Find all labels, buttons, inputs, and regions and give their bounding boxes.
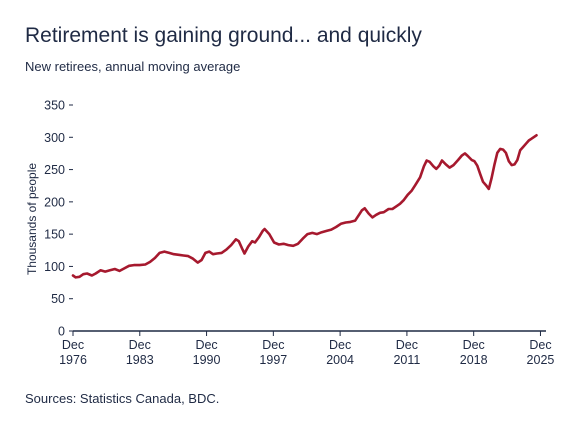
source-note: Sources: Statistics Canada, BDC.	[25, 391, 220, 406]
x-tick-label: 1983	[126, 353, 154, 367]
x-tick-label: Dec	[195, 338, 217, 352]
y-tick-label: 0	[58, 325, 65, 339]
x-tick-label: 2018	[460, 353, 488, 367]
x-tick-label: Dec	[62, 338, 84, 352]
x-tick-label: Dec	[329, 338, 351, 352]
x-tick-label: Dec	[396, 338, 418, 352]
x-tick-label: Dec	[529, 338, 551, 352]
x-tick-label: 2004	[326, 353, 354, 367]
x-tick-label: 2011	[393, 353, 420, 367]
chart-subtitle: New retirees, annual moving average	[25, 59, 241, 74]
series-layer	[71, 134, 538, 279]
y-tick-label: 50	[51, 292, 65, 306]
y-tick-label: 200	[44, 195, 65, 209]
x-tick-label: 2025	[527, 353, 555, 367]
y-tick-label: 300	[44, 131, 65, 145]
x-tick-label: 1990	[193, 353, 221, 367]
y-tick-label: 100	[44, 260, 65, 274]
y-tick-label: 150	[44, 228, 65, 242]
y-tick-label: 250	[44, 163, 65, 177]
x-tick-label: 1976	[59, 353, 87, 367]
chart-title: Retirement is gaining ground... and quic…	[25, 24, 422, 47]
series-line	[71, 134, 538, 279]
x-tick-label: Dec	[129, 338, 151, 352]
y-axis: 0 50 100 150 200 250 300 350	[44, 99, 73, 339]
x-tick-label: Dec	[262, 338, 284, 352]
y-tick-label: 350	[44, 99, 65, 113]
x-axis: Dec1976Dec1983Dec1990Dec1997Dec2004Dec20…	[59, 330, 555, 367]
x-tick-label: Dec	[463, 338, 485, 352]
y-axis-label: Thousands of people	[25, 163, 39, 275]
x-tick-label: 1997	[259, 353, 287, 367]
